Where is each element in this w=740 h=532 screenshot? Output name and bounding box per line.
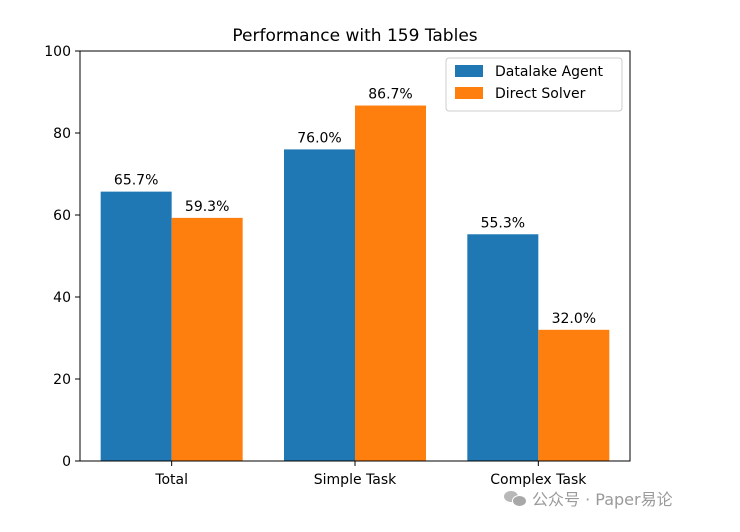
legend-label: Datalake Agent <box>495 64 604 80</box>
y-tick-label: 20 <box>53 372 71 388</box>
bar-value-label: 55.3% <box>481 215 525 231</box>
legend-swatch <box>455 65 483 77</box>
x-tick-label: Simple Task <box>314 472 397 488</box>
bar-value-label: 59.3% <box>185 199 229 215</box>
y-tick-label: 80 <box>53 126 71 142</box>
y-tick-label: 100 <box>44 44 71 60</box>
bar-direct-solver <box>355 105 426 461</box>
x-tick-label: Total <box>154 472 188 488</box>
bar-value-label: 32.0% <box>552 311 596 327</box>
legend-swatch <box>455 87 483 99</box>
y-tick-label: 40 <box>53 290 71 306</box>
bar-value-label: 86.7% <box>368 87 412 103</box>
legend-label: Direct Solver <box>495 86 586 102</box>
watermark-text: 公众号 · Paper易论 <box>532 490 673 509</box>
bar-direct-solver <box>538 329 610 461</box>
watermark: 公众号 · Paper易论 <box>504 486 673 510</box>
bar-value-label: 76.0% <box>297 130 341 146</box>
wechat-icon <box>504 489 527 507</box>
bar-datalake-agent <box>284 149 355 461</box>
bar-direct-solver <box>171 217 243 461</box>
bar-datalake-agent <box>100 191 172 461</box>
y-tick-label: 60 <box>53 208 71 224</box>
plot-frame <box>79 50 631 462</box>
y-tick-label: 0 <box>62 454 71 470</box>
chart-title: Performance with 159 Tables <box>232 26 477 46</box>
bar-datalake-agent <box>467 234 539 461</box>
x-tick-label: Complex Task <box>490 472 587 488</box>
bar-value-label: 65.7% <box>114 173 158 189</box>
legend: Datalake Agent Direct Solver <box>445 57 623 112</box>
legend-box <box>445 57 623 112</box>
